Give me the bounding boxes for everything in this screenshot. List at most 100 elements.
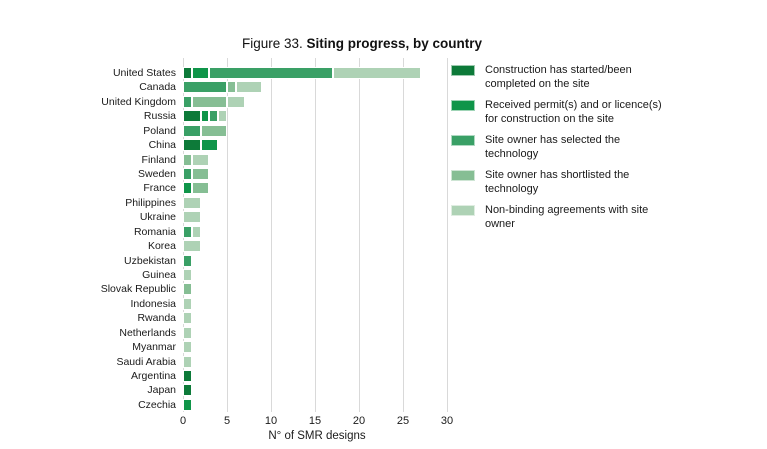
- chart-row: Guinea: [0, 269, 767, 282]
- legend-item-4: Non-binding agreements with site owner: [451, 204, 751, 231]
- stacked-bar: [183, 196, 201, 209]
- country-label: Ukraine: [139, 211, 176, 224]
- stacked-bar: [183, 225, 201, 238]
- bar-segment-series-1: [183, 182, 192, 195]
- legend-label: Received permit(s) and or licence(s) for…: [485, 99, 662, 125]
- bar-segment-series-3: [183, 153, 192, 166]
- legend-label: Site owner has shortlisted the technolog…: [485, 169, 630, 195]
- bar-segment-series-2: [183, 81, 227, 94]
- bar-segment-series-3: [191, 168, 210, 180]
- gridline-15: [315, 58, 316, 412]
- country-label: Argentina: [131, 370, 176, 383]
- x-tick-label: 15: [308, 415, 322, 427]
- chart-row: Myanmar: [0, 341, 767, 354]
- stacked-bar: [183, 67, 421, 79]
- chart-row: Russia: [0, 110, 767, 123]
- chart-row: Korea: [0, 240, 767, 253]
- stacked-bar: [183, 398, 192, 411]
- stacked-bar: [183, 81, 263, 94]
- bar-segment-series-3: [191, 95, 227, 108]
- bar-segment-series-0: [183, 384, 192, 397]
- x-tick-label: 10: [264, 415, 278, 427]
- chart-row: Canada: [0, 81, 767, 94]
- chart-row: Uzbekistan: [0, 254, 767, 267]
- x-tick-label: 25: [396, 415, 410, 427]
- country-label: United States: [112, 67, 176, 79]
- bar-segment-series-4: [191, 153, 210, 166]
- x-tick-label: 0: [179, 415, 187, 427]
- x-tick-label: 5: [223, 415, 231, 427]
- stacked-bar: [183, 283, 192, 296]
- bar-segment-series-4: [183, 211, 201, 224]
- chart-row: Netherlands: [0, 326, 767, 339]
- country-label: Japan: [147, 384, 176, 397]
- bar-segment-series-2: [183, 254, 192, 267]
- country-label: Saudi Arabia: [116, 355, 176, 368]
- legend-item-3: Site owner has shortlisted the technolog…: [451, 169, 751, 196]
- gridline-25: [403, 58, 404, 412]
- bar-segment-series-0: [183, 67, 192, 79]
- country-label: Uzbekistan: [124, 254, 176, 267]
- country-label: Romania: [133, 225, 176, 238]
- chart-row: Slovak Republic: [0, 283, 767, 296]
- figure-title-prefix: Figure 33.: [241, 36, 307, 51]
- chart-row: Sweden: [0, 168, 767, 180]
- country-label: Sweden: [138, 168, 176, 180]
- bar-segment-series-2: [183, 95, 192, 108]
- bar-segment-series-1: [183, 398, 192, 411]
- stacked-bar: [183, 95, 245, 108]
- legend-swatch: [451, 100, 475, 111]
- bar-segment-series-0: [183, 139, 201, 152]
- bar-segment-series-4: [332, 67, 421, 79]
- stacked-bar: [183, 384, 192, 397]
- chart-row: Argentina: [0, 370, 767, 383]
- bar-segment-series-1: [200, 110, 210, 123]
- chart-row: Ukraine: [0, 211, 767, 224]
- bar-segment-series-3: [191, 182, 210, 195]
- bar-segment-series-2: [183, 124, 201, 137]
- legend-label: Construction has started/been completed …: [485, 64, 632, 90]
- legend-item-1: Received permit(s) and or licence(s) for…: [451, 99, 751, 126]
- country-label: Russia: [143, 110, 176, 123]
- figure-title-text: Siting progress, by country: [306, 36, 483, 51]
- legend-swatch: [451, 65, 475, 76]
- bar-segment-series-1: [191, 67, 210, 79]
- bar-segment-series-3: [227, 81, 236, 94]
- stacked-bar: [183, 182, 210, 195]
- bar-segment-series-1: [200, 139, 219, 152]
- stacked-bar: [183, 240, 201, 253]
- bar-segment-series-3: [200, 124, 227, 137]
- legend-swatch: [451, 170, 475, 181]
- chart-row: China: [0, 139, 767, 152]
- country-label: Poland: [143, 124, 176, 137]
- legend: Construction has started/been completed …: [451, 64, 751, 239]
- stacked-bar: [183, 355, 192, 368]
- bar-segment-series-0: [183, 370, 192, 383]
- legend-swatch: [451, 135, 475, 146]
- country-label: Korea: [147, 240, 176, 253]
- country-label: Myanmar: [132, 341, 176, 354]
- chart-row: Czechia: [0, 398, 767, 411]
- stacked-bar: [183, 168, 210, 180]
- stacked-bar: [183, 312, 192, 325]
- chart-row: Rwanda: [0, 312, 767, 325]
- bar-segment-series-2: [209, 67, 333, 79]
- chart-row: Japan: [0, 384, 767, 397]
- chart-row: Finland: [0, 153, 767, 166]
- legend-item-0: Construction has started/been completed …: [451, 64, 751, 91]
- bar-segment-series-3: [183, 283, 192, 296]
- chart-row: United Kingdom: [0, 95, 767, 108]
- chart-row: Indonesia: [0, 297, 767, 310]
- bar-segment-series-4: [183, 269, 192, 282]
- bar-segment-series-4: [183, 196, 201, 209]
- gridline-10: [271, 58, 272, 412]
- stacked-bar: [183, 269, 192, 282]
- country-label: Philippines: [125, 196, 176, 209]
- stacked-bar: [183, 254, 192, 267]
- bar-segment-series-4: [226, 95, 245, 108]
- figure-title: Figure 33. Siting progress, by country: [0, 36, 724, 51]
- bar-segment-series-2: [209, 110, 219, 123]
- country-label: Guinea: [142, 269, 176, 282]
- stacked-bar: [183, 341, 192, 354]
- bar-segment-series-4: [218, 110, 227, 123]
